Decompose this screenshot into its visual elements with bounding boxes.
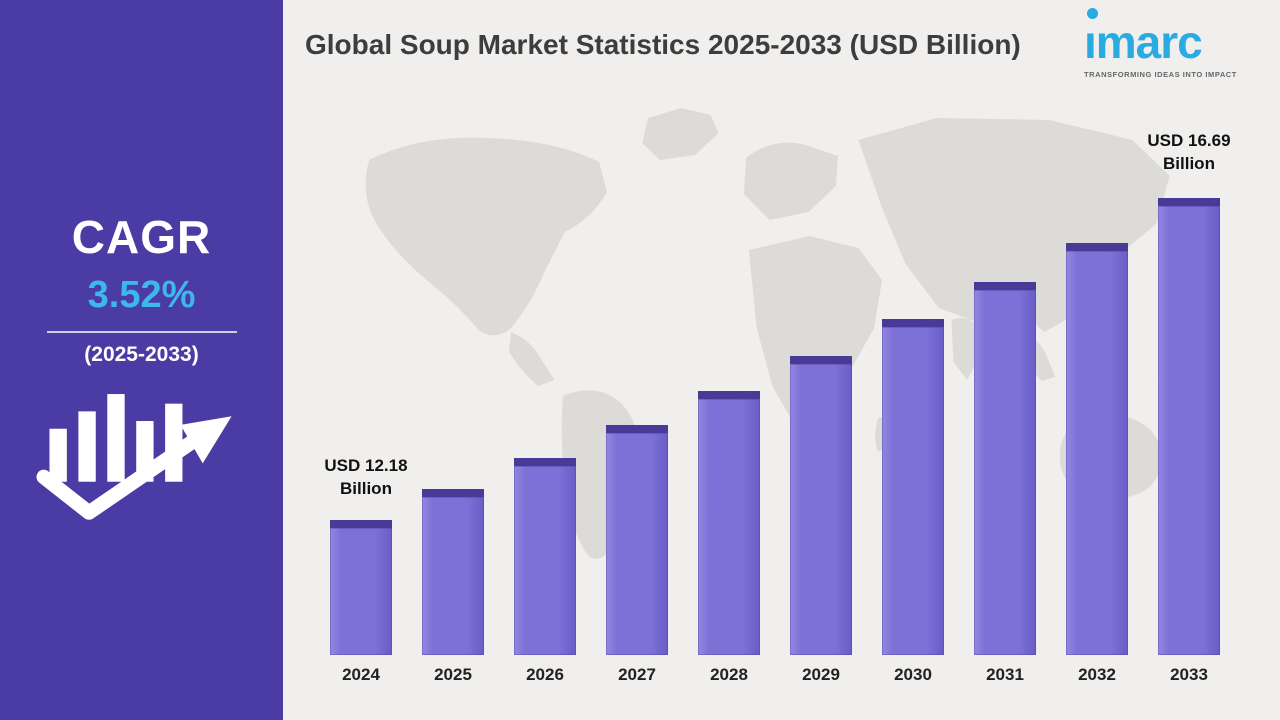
year-label-2031: 2031 (986, 665, 1024, 684)
growth-chart-arrow-icon (35, 394, 232, 520)
cagr-value: 3.52% (87, 274, 196, 316)
logo-tagline: TRANSFORMING IDEAS INTO IMPACT (1084, 69, 1237, 79)
year-label-2029: 2029 (802, 665, 840, 684)
year-label-2026: 2026 (526, 665, 564, 684)
logo-wordmark: ımarc (1084, 16, 1203, 68)
sidebar: CAGR 3.52% (2025-2033) (0, 0, 283, 720)
annotation-last-line2: Billion (1163, 153, 1215, 173)
year-label-2024: 2024 (342, 665, 380, 684)
bar-2031 (974, 282, 1036, 655)
bars-row (330, 155, 1220, 655)
annotation-last-bar: USD 16.69 Billion (1114, 130, 1264, 176)
year-label-2032: 2032 (1078, 665, 1116, 684)
bar-2026 (514, 458, 576, 655)
year-label-2025: 2025 (434, 665, 472, 684)
year-label-2027: 2027 (618, 665, 656, 684)
bar-2024 (330, 520, 392, 655)
world-map-background (365, 108, 1190, 559)
annotation-first-line1: USD 12.18 (324, 456, 408, 475)
year-label-2030: 2030 (894, 665, 932, 684)
annotation-first-line2: Billion (340, 478, 392, 498)
bar-2030 (882, 319, 944, 655)
cagr-period: (2025-2033) (84, 343, 199, 366)
bar-2027 (606, 425, 668, 655)
bar-2033 (1158, 198, 1220, 655)
bar-2032 (1066, 243, 1128, 655)
logo-dot-icon (1087, 8, 1098, 19)
annotation-last-line1: USD 16.69 (1147, 131, 1231, 150)
cagr-label: CAGR (71, 211, 212, 263)
bar-2029 (790, 356, 852, 655)
main-area: Global Soup Market Statistics 2025-2033 … (283, 0, 1280, 720)
bar-2028 (698, 391, 760, 655)
imarc-logo: ımarc TRANSFORMING IDEAS INTO IMPACT (1084, 6, 1264, 79)
bar-2025 (422, 489, 484, 655)
bar-chart: 2024 2025 2026 2027 2028 2029 2030 2031 2032 2033 (330, 155, 1220, 685)
chart-title: Global Soup Market Statistics 2025-2033 … (305, 29, 1021, 60)
year-label-2033: 2033 (1170, 665, 1208, 684)
labels-row: 2024 2025 2026 2027 2028 2029 2030 2031 2032 2033 (330, 665, 1220, 685)
annotation-first-bar: USD 12.18 Billion (291, 455, 441, 501)
cagr-divider (46, 331, 237, 333)
year-label-2028: 2028 (710, 665, 748, 684)
